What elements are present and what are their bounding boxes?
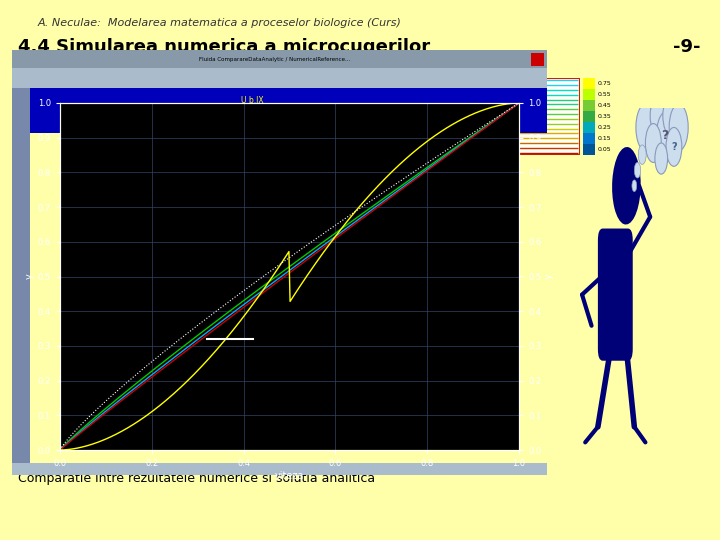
Circle shape — [632, 180, 636, 192]
Text: 0.45: 0.45 — [598, 103, 611, 108]
Circle shape — [666, 127, 682, 166]
Y-axis label: y: y — [544, 274, 554, 279]
FancyBboxPatch shape — [583, 78, 595, 89]
FancyBboxPatch shape — [583, 111, 595, 122]
FancyBboxPatch shape — [12, 88, 30, 475]
FancyBboxPatch shape — [30, 88, 547, 133]
FancyBboxPatch shape — [12, 50, 547, 68]
FancyBboxPatch shape — [12, 68, 547, 88]
X-axis label: viteza: viteza — [275, 471, 304, 481]
Text: Fluida ComparareDataAnalytic / NumericalReference...: Fluida ComparareDataAnalytic / Numerical… — [199, 57, 351, 62]
Y-axis label: y: y — [25, 274, 35, 279]
Circle shape — [669, 104, 688, 151]
Circle shape — [650, 96, 666, 135]
Text: U_10.TXT: U_10.TXT — [235, 106, 271, 115]
FancyBboxPatch shape — [583, 144, 595, 155]
Text: Liniile de curent:: Liniile de curent: — [18, 113, 150, 127]
Text: 4.4 Simularea numerica a microcugerilor: 4.4 Simularea numerica a microcugerilor — [18, 38, 430, 56]
Text: ?: ? — [671, 142, 677, 152]
Text: 0.25: 0.25 — [598, 125, 611, 130]
Text: U_15.TXT: U_15.TXT — [235, 116, 271, 125]
Text: A. Neculae:  Modelarea matematica a proceselor biologice (Curs): A. Neculae: Modelarea matematica a proce… — [38, 18, 402, 28]
FancyBboxPatch shape — [583, 100, 595, 111]
Text: Comparatie intre rezultatele numerice si solutia analitica: Comparatie intre rezultatele numerice si… — [18, 472, 375, 485]
Text: 0.35: 0.35 — [598, 114, 611, 119]
Text: ?: ? — [661, 129, 668, 141]
Text: 0.75: 0.75 — [598, 81, 611, 86]
Circle shape — [663, 96, 679, 135]
FancyBboxPatch shape — [583, 89, 595, 100]
Circle shape — [645, 124, 661, 163]
Circle shape — [655, 143, 667, 174]
Circle shape — [638, 145, 647, 164]
FancyBboxPatch shape — [170, 78, 580, 155]
FancyBboxPatch shape — [531, 53, 544, 66]
Text: 0.15: 0.15 — [598, 136, 611, 141]
Ellipse shape — [612, 147, 641, 225]
Circle shape — [636, 104, 655, 151]
Text: U b.IX: U b.IX — [241, 96, 264, 105]
Circle shape — [634, 163, 641, 178]
Text: 0.05: 0.05 — [598, 147, 611, 152]
FancyBboxPatch shape — [598, 228, 633, 361]
Text: -9-: -9- — [672, 38, 700, 56]
FancyBboxPatch shape — [583, 133, 595, 144]
Text: 0.55: 0.55 — [598, 92, 611, 97]
FancyBboxPatch shape — [583, 122, 595, 133]
FancyBboxPatch shape — [12, 463, 547, 475]
Text: U_20.TXT: U_20.TXT — [235, 126, 271, 135]
Circle shape — [657, 112, 675, 159]
